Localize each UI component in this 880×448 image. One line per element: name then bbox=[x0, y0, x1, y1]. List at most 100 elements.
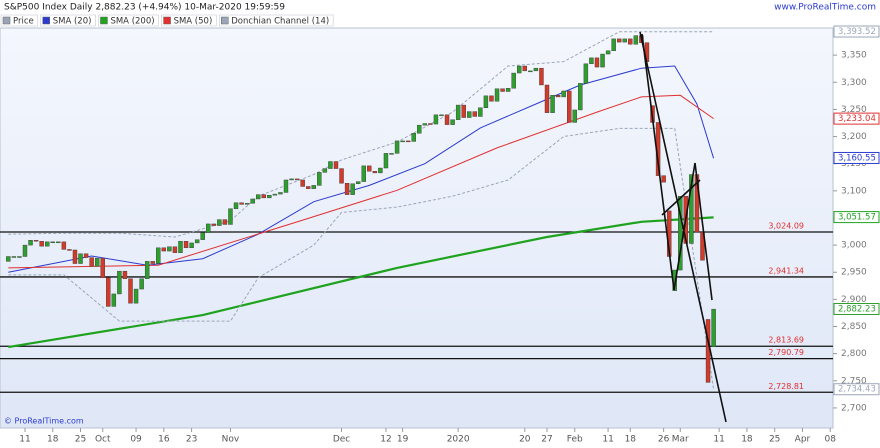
candle bbox=[567, 90, 572, 123]
candle bbox=[661, 175, 666, 183]
candle bbox=[472, 111, 478, 117]
legend-frame bbox=[98, 14, 159, 27]
candle bbox=[428, 123, 433, 125]
candle bbox=[172, 246, 178, 253]
candle bbox=[83, 253, 89, 258]
level-label: 2,941.34 bbox=[768, 266, 804, 275]
candle bbox=[33, 240, 39, 242]
y-tick-label: 3,350 bbox=[841, 51, 867, 61]
candle bbox=[344, 183, 350, 195]
candle bbox=[261, 194, 266, 199]
level-label: 2,813.69 bbox=[768, 336, 804, 345]
candle bbox=[133, 288, 139, 304]
x-tick-label: 2020 bbox=[447, 435, 470, 445]
candle bbox=[122, 270, 128, 279]
y-tick-label: 3,100 bbox=[841, 186, 867, 196]
candle bbox=[483, 95, 489, 108]
candle bbox=[211, 223, 217, 226]
candle bbox=[78, 253, 83, 264]
candle bbox=[39, 241, 44, 247]
candle bbox=[294, 178, 300, 181]
candle bbox=[278, 192, 283, 195]
candle bbox=[94, 257, 100, 267]
legend-swatch bbox=[100, 16, 108, 25]
copyright: © ProRealTime.com bbox=[4, 417, 84, 426]
candle bbox=[517, 65, 522, 74]
candle bbox=[150, 261, 155, 264]
legend-frame bbox=[218, 14, 334, 27]
candle bbox=[400, 140, 405, 143]
candle bbox=[494, 88, 500, 102]
legend-label: Price bbox=[13, 17, 34, 27]
x-tick-label: 11 bbox=[602, 435, 613, 445]
candle bbox=[505, 88, 511, 92]
price-label: 3,393.52 bbox=[838, 27, 876, 37]
candle bbox=[622, 38, 627, 43]
level-label: 3,024.09 bbox=[768, 222, 804, 231]
legend-item: Donchian Channel (14) bbox=[218, 14, 334, 27]
candle bbox=[578, 83, 583, 111]
candle bbox=[600, 53, 605, 68]
x-tick-label: 12 bbox=[380, 435, 391, 445]
candle bbox=[250, 198, 255, 204]
legend-item: SMA (200) bbox=[98, 14, 159, 27]
y-tick-label: 3,200 bbox=[841, 132, 867, 142]
candle bbox=[311, 185, 316, 189]
candle bbox=[700, 231, 705, 261]
candle bbox=[17, 256, 22, 258]
candle bbox=[194, 239, 200, 244]
x-tick-label: 09 bbox=[130, 435, 142, 445]
x-tick-label: 11 bbox=[713, 435, 724, 445]
candle bbox=[367, 165, 372, 172]
candle bbox=[322, 168, 328, 173]
candle bbox=[461, 104, 466, 118]
legend-item: Price bbox=[0, 14, 39, 27]
candle bbox=[139, 278, 144, 290]
candle bbox=[422, 123, 428, 126]
price-label: 3,051.57 bbox=[838, 213, 876, 223]
candle bbox=[56, 241, 61, 244]
candle bbox=[100, 257, 105, 278]
candle bbox=[605, 50, 611, 55]
candle bbox=[256, 194, 261, 200]
x-tick-label: 19 bbox=[397, 435, 409, 445]
candle bbox=[67, 249, 72, 251]
legend-item: SMA (20) bbox=[40, 14, 96, 27]
candle bbox=[300, 179, 305, 187]
candle bbox=[355, 181, 361, 184]
candle bbox=[616, 38, 622, 43]
candle bbox=[394, 140, 400, 154]
candle bbox=[200, 232, 205, 240]
candle bbox=[678, 196, 683, 271]
y-tick-label: 2,750 bbox=[841, 376, 867, 386]
price-label-box bbox=[833, 303, 880, 316]
donchian-lower bbox=[8, 127, 715, 390]
candle bbox=[22, 244, 28, 257]
candle bbox=[283, 179, 289, 193]
candle bbox=[689, 174, 694, 244]
candle bbox=[317, 172, 322, 186]
x-tick-label: Nov bbox=[222, 435, 240, 445]
candle bbox=[589, 57, 594, 65]
candle bbox=[89, 257, 94, 267]
legend-label: SMA (200) bbox=[110, 17, 154, 27]
candle bbox=[711, 308, 716, 347]
candle bbox=[222, 219, 228, 225]
x-tick-label: Oct bbox=[95, 435, 111, 445]
candle bbox=[189, 242, 194, 249]
price-label-box bbox=[833, 151, 880, 164]
candle bbox=[328, 161, 333, 169]
candle bbox=[561, 90, 566, 98]
candle bbox=[383, 153, 389, 169]
x-tick-label: 18 bbox=[47, 435, 59, 445]
trend-lines bbox=[639, 31, 727, 423]
candle bbox=[550, 95, 555, 113]
candle bbox=[544, 84, 550, 113]
candle bbox=[417, 124, 422, 134]
price-label: 2,734.43 bbox=[838, 385, 876, 395]
x-tick-label: 16 bbox=[158, 435, 170, 445]
price-label: 3,233.04 bbox=[838, 114, 876, 124]
candle bbox=[206, 223, 211, 233]
candle bbox=[411, 133, 416, 142]
candle bbox=[450, 119, 455, 125]
